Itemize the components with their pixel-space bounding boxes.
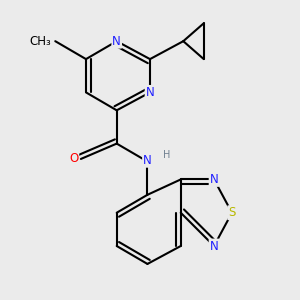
Text: CH₃: CH₃	[30, 35, 51, 48]
Text: H: H	[163, 150, 170, 160]
Text: N: N	[143, 154, 152, 167]
Text: N: N	[210, 173, 218, 186]
Text: O: O	[69, 152, 78, 166]
Text: S: S	[228, 206, 236, 219]
Text: N: N	[210, 239, 218, 253]
Text: N: N	[146, 86, 154, 99]
Text: N: N	[112, 35, 121, 48]
